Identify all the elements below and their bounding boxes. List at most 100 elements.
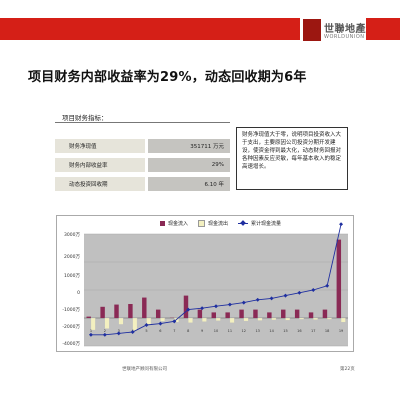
cumulative-point <box>88 332 93 337</box>
note-box: 财务净现值大于零，说明项目投资收入大于支出，主要原因公司投资分期开发建设，使资金… <box>236 127 348 190</box>
x-tick-label: 5 <box>145 329 147 333</box>
x-tick-label: 11 <box>228 329 232 333</box>
x-tick-label: 14 <box>269 329 274 333</box>
bar-outflow <box>160 317 166 322</box>
metric-row: 动态投资回收期 6.10 年 <box>55 177 230 191</box>
y-tick-label: 1000万 <box>64 273 80 279</box>
brand-name-cn: 世聯地產 <box>324 24 366 35</box>
metric-value: 29% <box>148 158 230 172</box>
bar-outflow <box>118 317 124 325</box>
bar-outflow <box>243 317 249 322</box>
bar-outflow <box>313 317 318 320</box>
metrics-table: 财务净现值 351711 万元 财务内部收益率 29% 动态投资回收期 6.10… <box>55 139 230 196</box>
cumulative-point <box>283 293 288 298</box>
section-divider <box>55 122 230 123</box>
page-title: 项目财务内部收益率为29%，动态回收期为6年 <box>28 70 307 85</box>
y-tick-label: -2000万 <box>62 324 80 330</box>
bar-outflow <box>340 317 346 323</box>
header-bar: 世聯地產 WORLDUNION <box>0 14 400 46</box>
bar-outflow <box>285 317 291 321</box>
cumulative-point <box>241 300 246 305</box>
x-tick-label: 10 <box>214 329 218 333</box>
x-tick-label: 16 <box>297 329 301 333</box>
y-tick-label: 3000万 <box>64 232 80 238</box>
legend-label: 现金流出 <box>208 221 229 227</box>
x-tick-label: 1 <box>90 329 92 333</box>
x-tick-label: 18 <box>325 329 329 333</box>
bar-outflow <box>327 317 332 320</box>
cumulative-point <box>325 283 330 288</box>
bar-outflow <box>146 317 152 326</box>
metric-value: 351711 万元 <box>148 139 230 153</box>
bar-inflow <box>197 309 203 318</box>
bar-outflow <box>271 317 277 321</box>
cumulative-point <box>297 290 302 295</box>
bar-inflow <box>211 312 216 318</box>
legend-label: 累计现金流量 <box>251 221 282 227</box>
x-tick-label: 6 <box>159 329 161 333</box>
bar-inflow <box>322 309 328 318</box>
legend-swatch <box>238 223 249 224</box>
header-red-band <box>0 18 300 40</box>
y-tick-label: 0 <box>77 290 80 296</box>
metric-row: 财务净现值 351711 万元 <box>55 139 230 153</box>
footer-page-number: 第22页 <box>340 367 355 372</box>
bar-outflow <box>229 317 235 323</box>
bar-outflow <box>90 317 96 331</box>
bar-inflow <box>225 312 230 318</box>
bar-outflow <box>299 317 304 320</box>
cumulative-point <box>227 302 232 307</box>
y-tick-label: -4000万 <box>62 341 80 347</box>
x-tick-label: 19 <box>339 329 343 333</box>
chart-legend: 现金流入 现金流出 累计现金流量 <box>160 220 281 227</box>
bar-inflow <box>100 306 105 318</box>
bar-inflow <box>294 309 300 318</box>
bar-inflow <box>253 309 258 318</box>
x-tick-label: 2 <box>104 329 106 333</box>
footer-company: 世联地产顾问有限公司 <box>122 367 167 372</box>
cumulative-point <box>102 332 107 337</box>
bar-outflow <box>215 317 221 321</box>
section-label: 项目财务指标： <box>62 114 108 122</box>
x-tick-label: 12 <box>242 329 246 333</box>
cumulative-point <box>200 306 205 311</box>
metric-value: 6.10 年 <box>148 177 230 191</box>
bar-outflow <box>257 317 263 321</box>
bar-inflow <box>155 309 161 318</box>
y-tick-label: 2000万 <box>64 254 80 260</box>
cumulative-point <box>158 321 163 326</box>
bar-inflow <box>281 309 286 318</box>
header-red-band-right <box>366 18 400 40</box>
cumulative-point <box>130 330 135 334</box>
bar-inflow <box>142 297 147 318</box>
metric-row: 财务内部收益率 29% <box>55 158 230 172</box>
cumulative-point <box>339 222 344 227</box>
x-tick-label: 9 <box>201 329 203 333</box>
cumulative-point <box>186 307 191 312</box>
legend-swatch <box>160 221 165 226</box>
y-tick-label: -1000万 <box>62 307 80 313</box>
bar-inflow <box>183 295 189 318</box>
metric-label: 动态投资回收期 <box>55 177 145 191</box>
x-tick-label: 3 <box>118 329 120 333</box>
cumulative-point <box>255 297 260 302</box>
metric-label: 财务内部收益率 <box>55 158 145 172</box>
x-tick-label: 7 <box>173 329 175 333</box>
legend-label: 现金流入 <box>168 221 189 227</box>
brand-name-en: WORLDUNION <box>324 34 365 40</box>
bar-inflow <box>267 312 272 318</box>
x-tick-label: 17 <box>311 329 315 333</box>
bar-outflow <box>104 317 110 329</box>
legend-item: 现金流出 <box>198 220 228 227</box>
brand-mark-icon <box>303 19 321 41</box>
bar-inflow <box>114 304 119 318</box>
cumulative-point <box>311 288 316 292</box>
cumulative-point <box>269 296 274 301</box>
cumulative-point <box>214 304 218 309</box>
bar-inflow <box>308 312 314 318</box>
metric-label: 财务净现值 <box>55 139 145 153</box>
bar-outflow <box>188 317 193 323</box>
bar-inflow <box>336 239 342 318</box>
bar-inflow <box>86 316 91 318</box>
legend-swatch <box>198 220 206 227</box>
